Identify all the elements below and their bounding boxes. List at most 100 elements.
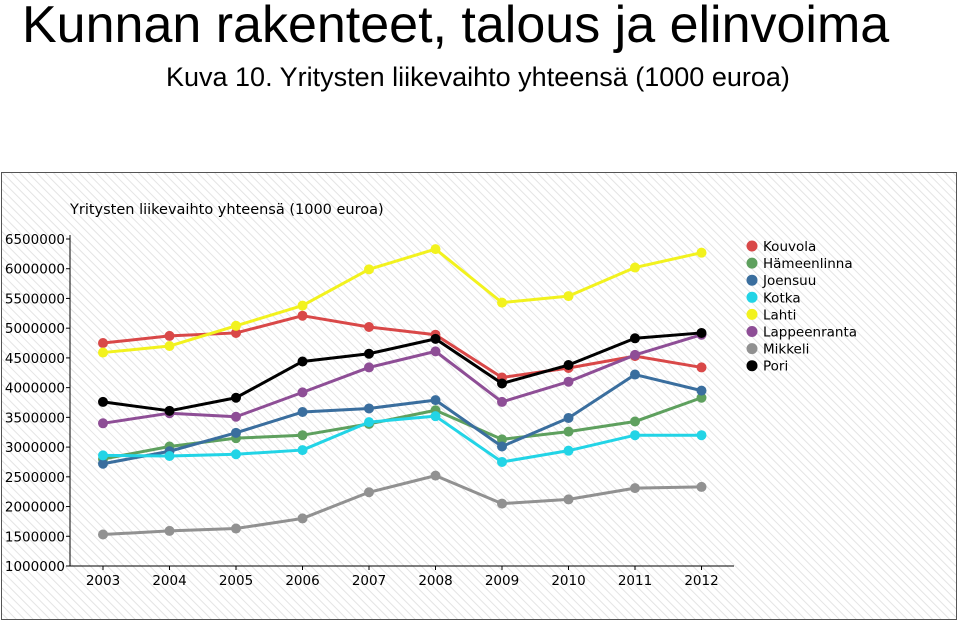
series-line-lahti bbox=[102, 247, 702, 355]
legend-marker bbox=[746, 343, 758, 355]
legend-item-kouvola: Kouvola bbox=[746, 239, 816, 255]
slide-title: Kunnan rakenteet, talous ja elinvoima bbox=[22, 0, 890, 54]
legend-label: Pori bbox=[763, 359, 788, 375]
data-point-joensuu bbox=[231, 427, 241, 438]
data-point-kouvola bbox=[231, 327, 241, 338]
data-point-h-meenlinna bbox=[497, 434, 507, 445]
data-point-mikkeli bbox=[563, 494, 574, 505]
slide-subtitle: Kuva 10. Yritysten liikevaihto yhteensä … bbox=[166, 62, 790, 92]
y-tick-label: 6000000 bbox=[5, 262, 65, 278]
data-point-kouvola bbox=[696, 362, 707, 373]
data-point-joensuu bbox=[98, 458, 108, 469]
y-tick-label: 4500000 bbox=[5, 351, 65, 367]
data-point-kouvola bbox=[364, 321, 374, 332]
legend-item-kotka: Kotka bbox=[746, 290, 801, 306]
chart-background bbox=[2, 173, 956, 619]
series-lahti bbox=[98, 244, 707, 358]
data-point-mikkeli bbox=[430, 470, 441, 481]
data-point-kouvola bbox=[98, 338, 108, 349]
y-tick-label: 3500000 bbox=[5, 410, 65, 426]
series-pori bbox=[98, 327, 707, 416]
data-point-pori bbox=[98, 396, 108, 407]
data-point-kotka bbox=[231, 449, 241, 460]
data-point-pori bbox=[364, 348, 374, 359]
legend-marker bbox=[746, 308, 758, 320]
data-point-mikkeli bbox=[696, 481, 707, 492]
data-point-pori bbox=[696, 327, 707, 338]
data-point-pori bbox=[563, 360, 574, 371]
legend-item-lappeenranta: Lappeenranta bbox=[746, 325, 857, 341]
y-tick-label: 1500000 bbox=[5, 529, 65, 545]
data-point-lahti bbox=[98, 347, 108, 358]
y-tick-label: 3000000 bbox=[5, 440, 65, 456]
y-tick-label: 2000000 bbox=[5, 500, 65, 516]
data-point-mikkeli bbox=[231, 523, 241, 534]
data-point-lappeenranta bbox=[430, 346, 441, 357]
data-point-kotka bbox=[497, 456, 507, 467]
data-point-kotka bbox=[696, 430, 707, 441]
legend-item-mikkeli: Mikkeli bbox=[746, 342, 809, 358]
data-point-lahti bbox=[497, 297, 507, 308]
data-point-kotka bbox=[364, 417, 374, 428]
y-tick-label: 5500000 bbox=[5, 291, 65, 307]
data-point-lappeenranta bbox=[497, 396, 507, 407]
data-point-kouvola bbox=[164, 330, 175, 341]
data-point-joensuu bbox=[630, 369, 640, 380]
data-point-pori bbox=[630, 333, 640, 344]
legend-label: Lappeenranta bbox=[763, 325, 857, 341]
data-point-kotka bbox=[98, 450, 108, 461]
data-point-h-meenlinna bbox=[630, 416, 640, 427]
legend-marker bbox=[746, 326, 758, 337]
data-point-mikkeli bbox=[164, 525, 175, 536]
data-point-lappeenranta bbox=[231, 411, 241, 422]
axes: 1000000 1500000 2000000 2500000 3000000 35000… bbox=[5, 232, 734, 589]
data-point-pori bbox=[297, 356, 308, 367]
series-line-joensuu bbox=[102, 373, 702, 466]
legend-label: Kouvola bbox=[763, 239, 816, 255]
legend-label: Kotka bbox=[763, 290, 801, 306]
series-line-kotka bbox=[102, 414, 702, 464]
data-point-joensuu bbox=[430, 395, 441, 406]
data-point-lahti bbox=[297, 300, 308, 311]
data-point-lahti bbox=[430, 244, 441, 255]
data-point-kotka bbox=[630, 430, 640, 441]
legend-label: Joensuu bbox=[762, 273, 816, 289]
data-point-mikkeli bbox=[497, 498, 507, 509]
data-point-mikkeli bbox=[630, 483, 640, 494]
legend-item-pori: Pori bbox=[746, 359, 788, 375]
series-line-lappeenranta bbox=[102, 333, 702, 425]
data-point-joensuu bbox=[563, 412, 574, 423]
data-point-lappeenranta bbox=[630, 349, 640, 360]
legend-marker bbox=[746, 257, 758, 269]
legend-marker bbox=[746, 291, 758, 303]
legend-marker bbox=[746, 274, 758, 286]
legend-item-joensuu: Joensuu bbox=[746, 273, 816, 289]
y-tick-label: 1000000 bbox=[5, 559, 65, 575]
data-point-mikkeli bbox=[297, 513, 308, 524]
data-point-lahti bbox=[231, 320, 241, 331]
data-point-h-meenlinna bbox=[297, 430, 308, 441]
data-point-joensuu bbox=[364, 403, 374, 414]
legend-item-h-meenlinna: Hämeenlinna bbox=[746, 256, 853, 272]
line-chart: Yritysten liikevaihto yhteensä (1000 eur… bbox=[2, 173, 956, 619]
x-tick-label: 2003 bbox=[86, 573, 120, 589]
data-point-kotka bbox=[563, 445, 574, 456]
series-kotka bbox=[98, 411, 707, 467]
chart-title: Yritysten liikevaihto yhteensä (1000 eur… bbox=[69, 202, 384, 218]
data-point-h-meenlinna bbox=[696, 392, 707, 403]
data-point-lahti bbox=[630, 262, 640, 273]
chart-frame: Yritysten liikevaihto yhteensä (1000 eur… bbox=[1, 172, 957, 620]
data-point-lappeenranta bbox=[364, 362, 374, 373]
data-point-joensuu bbox=[497, 441, 507, 452]
data-point-mikkeli bbox=[98, 529, 108, 540]
data-point-lahti bbox=[563, 291, 574, 302]
x-tick-label: 2009 bbox=[485, 573, 519, 589]
y-tick-label: 4000000 bbox=[5, 381, 65, 397]
data-point-lappeenranta bbox=[98, 418, 108, 429]
data-point-pori bbox=[497, 378, 507, 389]
x-tick-label: 2007 bbox=[352, 573, 386, 589]
data-point-pori bbox=[231, 392, 241, 403]
data-point-joensuu bbox=[297, 407, 308, 418]
y-tick-label: 5000000 bbox=[5, 321, 65, 337]
